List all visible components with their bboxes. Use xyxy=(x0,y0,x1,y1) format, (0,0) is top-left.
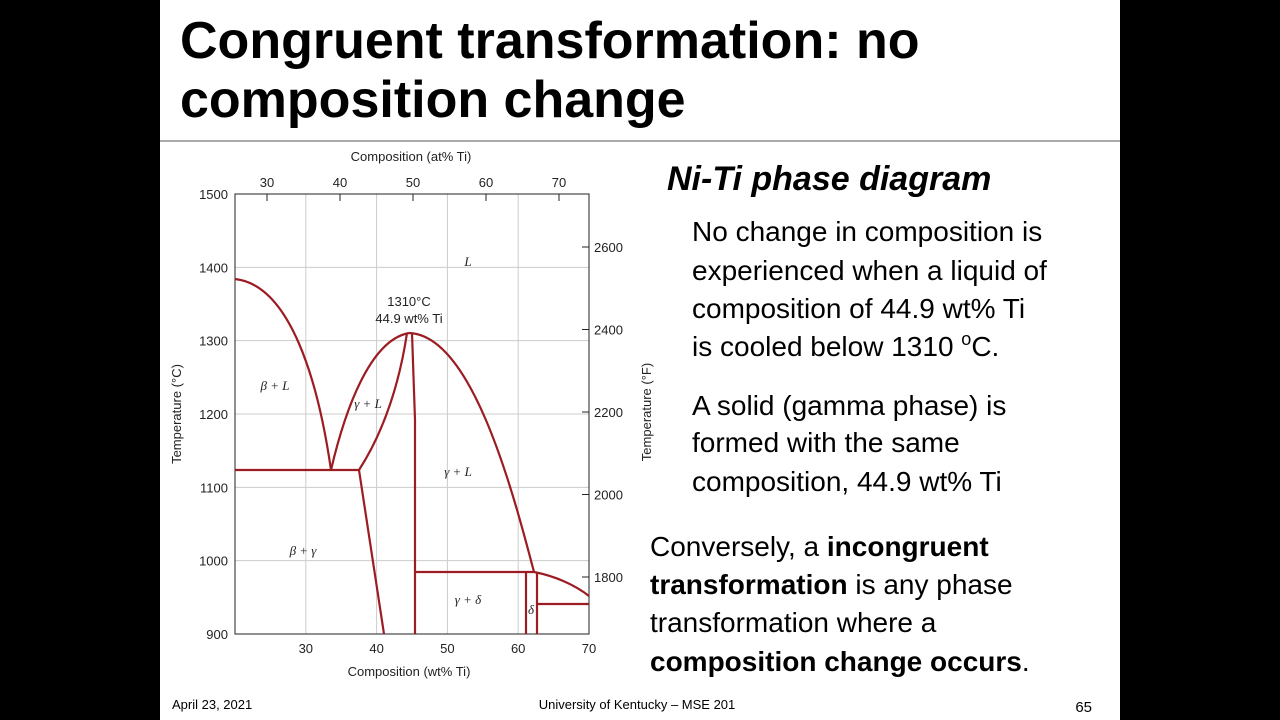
tick-label: 1000 xyxy=(199,554,228,569)
text-line: composition change occurs. xyxy=(650,646,1030,677)
text-line: transformation where a xyxy=(650,607,937,638)
text-line: formed with the same xyxy=(692,427,960,458)
text-line: No change in composition is xyxy=(692,216,1042,247)
title-line: Congruent transformation: no xyxy=(180,12,920,70)
text-line: is cooled below 1310 oC. xyxy=(692,329,999,362)
boundary xyxy=(329,331,410,471)
tick-label: 2000 xyxy=(594,488,623,503)
text: C. xyxy=(971,331,999,362)
text: . xyxy=(1022,646,1030,677)
text: is cooled below 1310 xyxy=(692,331,961,362)
tick-label: 1800 xyxy=(594,570,623,585)
region-label: γ + δ xyxy=(455,592,482,607)
region-label: δ xyxy=(528,602,535,617)
region-label: γ + L xyxy=(444,464,472,479)
text-line: experienced when a liquid of xyxy=(692,255,1047,286)
text-line: composition of 44.9 wt% Ti xyxy=(692,293,1025,324)
text-line: A solid (gamma phase) is xyxy=(692,390,1006,421)
text-line: transformation is any phase xyxy=(650,569,1013,600)
phase-diagram: 1800 2000 2200 2400 2600 900 1000 1100 1200 1300 1… xyxy=(169,149,654,679)
superscript: o xyxy=(961,329,971,349)
tick-label: 1400 xyxy=(199,260,228,275)
tick-label: 1300 xyxy=(199,334,228,349)
axis-label: Composition (wt% Ti) xyxy=(348,664,471,679)
tick-label: 40 xyxy=(333,175,347,190)
annotation: 1310°C xyxy=(387,294,431,309)
slide-bg xyxy=(160,0,1120,720)
region-label: β + L xyxy=(260,378,290,393)
boundary xyxy=(533,570,590,597)
axis-label: Temperature (°F) xyxy=(639,363,654,461)
region-label: γ + L xyxy=(354,396,382,411)
tick-label: 70 xyxy=(552,175,566,190)
boundary xyxy=(524,572,589,634)
footer-org: University of Kentucky – MSE 201 xyxy=(539,697,736,712)
annotation: 44.9 wt% Ti xyxy=(375,311,442,326)
boundary xyxy=(357,469,386,635)
boundary xyxy=(410,332,417,634)
tick-label: 50 xyxy=(406,175,420,190)
boundary xyxy=(234,277,333,471)
tick-label: 1100 xyxy=(200,480,228,495)
plot-frame xyxy=(234,193,590,635)
region-label: β + γ xyxy=(289,543,318,558)
text: is any phase xyxy=(848,569,1013,600)
page-number: 65 xyxy=(1075,699,1092,716)
tick-label: 50 xyxy=(440,641,454,656)
boundary xyxy=(408,331,536,573)
axis-label: Composition (at% Ti) xyxy=(351,149,472,164)
text-bold: incongruent xyxy=(827,531,989,562)
text-bold: transformation xyxy=(650,569,848,600)
tick-label: 2200 xyxy=(594,405,623,420)
tick-label: 1200 xyxy=(199,407,228,422)
heading: Ni-Ti phase diagram xyxy=(667,160,991,198)
tick-label: 2400 xyxy=(594,323,623,338)
region-label: L xyxy=(463,254,471,269)
tick-label: 40 xyxy=(369,641,383,656)
text: Conversely, a xyxy=(650,531,827,562)
footer-date: April 23, 2021 xyxy=(172,697,252,712)
tick-label: 30 xyxy=(299,641,313,656)
text-line: Conversely, a incongruent xyxy=(650,531,989,562)
title-line: composition change xyxy=(180,71,686,129)
text-bold: composition change occurs xyxy=(650,646,1022,677)
tick-label: 2600 xyxy=(594,240,623,255)
tick-label: 900 xyxy=(206,627,228,642)
tick-label: 70 xyxy=(582,641,596,656)
boundary xyxy=(358,332,409,471)
phase-boundaries: L β + L γ + L γ + L β + γ γ + δ δ 1310°C… xyxy=(234,254,590,635)
text-line: composition, 44.9 wt% Ti xyxy=(692,466,1002,497)
tick-label: 30 xyxy=(260,175,274,190)
tick-label: 60 xyxy=(511,641,525,656)
tick-label: 60 xyxy=(479,175,493,190)
tick-label: 1500 xyxy=(199,187,228,202)
axis-label: Temperature (°C) xyxy=(169,364,184,464)
